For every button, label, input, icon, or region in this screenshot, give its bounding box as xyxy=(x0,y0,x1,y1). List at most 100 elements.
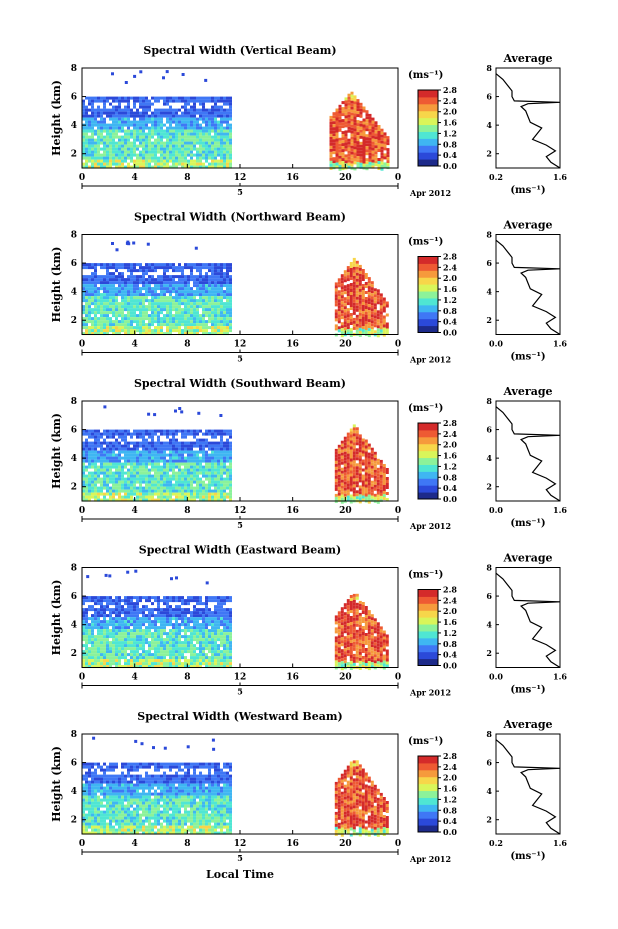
heatmap-cell xyxy=(367,322,371,326)
heatmap-cell xyxy=(103,498,106,502)
heatmap-cell xyxy=(157,320,160,324)
heatmap-cell xyxy=(358,321,362,325)
heatmap-cell xyxy=(166,332,169,336)
heatmap-cell xyxy=(106,599,109,603)
heatmap-cell xyxy=(118,486,121,490)
heatmap-cell xyxy=(106,150,109,154)
heatmap-cell xyxy=(364,490,368,494)
heatmap-cell xyxy=(365,125,369,129)
heatmap-cell xyxy=(115,632,118,636)
heatmap-cell xyxy=(187,165,190,169)
heatmap-cell xyxy=(127,596,130,600)
heatmap-cell xyxy=(367,304,371,308)
heatmap-cell xyxy=(184,296,187,300)
heatmap-cell xyxy=(88,311,91,315)
heatmap-cell xyxy=(214,135,217,139)
heatmap-cell xyxy=(109,138,112,142)
heatmap-cell xyxy=(355,290,359,294)
heatmap-cell xyxy=(148,108,151,112)
heatmap-cell xyxy=(371,123,375,127)
heatmap-cell xyxy=(109,599,112,603)
heatmap-cell xyxy=(136,456,139,460)
heatmap-cell xyxy=(82,117,85,121)
heatmap-cell xyxy=(106,308,109,312)
heatmap-cell xyxy=(109,662,112,666)
heatmap-cell xyxy=(190,108,193,112)
heatmap-cell xyxy=(356,159,360,163)
heatmap-cell xyxy=(208,114,211,118)
heatmap-cell xyxy=(220,477,223,481)
heatmap-cell xyxy=(88,626,91,630)
heatmap-cell xyxy=(148,263,151,267)
heatmap-cell xyxy=(157,453,160,457)
heatmap-cell xyxy=(358,300,362,304)
heatmap-cell xyxy=(181,159,184,163)
heatmap-cell xyxy=(154,465,157,469)
heatmap-cell xyxy=(377,134,381,137)
heatmap-cell xyxy=(142,632,145,636)
heatmap-cell xyxy=(343,448,347,452)
heatmap-cell xyxy=(172,435,175,439)
heatmap-cell xyxy=(223,135,226,139)
heatmap-cell xyxy=(124,620,127,624)
heatmap-cell xyxy=(94,153,97,157)
heatmap-cell xyxy=(199,263,202,267)
heatmap-cell xyxy=(121,299,124,303)
heatmap-cell xyxy=(379,296,383,300)
heatmap-cell xyxy=(226,293,229,297)
heatmap-cell xyxy=(112,635,115,639)
heatmap-cell xyxy=(139,302,142,306)
heatmap-cell xyxy=(130,317,133,321)
heatmap-cell xyxy=(145,486,148,490)
heatmap-cell xyxy=(142,492,145,496)
heatmap-cell xyxy=(335,108,339,112)
heatmap-cell xyxy=(166,299,169,303)
heatmap-cell xyxy=(142,611,145,615)
heatmap-cell xyxy=(88,596,91,600)
heatmap-cell xyxy=(217,329,220,333)
heatmap-cell xyxy=(127,644,130,648)
heatmap-cell xyxy=(91,471,94,475)
heatmap-cell xyxy=(118,450,121,454)
heatmap-cell xyxy=(355,430,359,434)
heatmap-cell xyxy=(223,132,226,136)
heatmap-cell xyxy=(178,332,181,336)
heatmap-cell xyxy=(82,483,85,487)
heatmap-cell xyxy=(217,468,220,472)
heatmap-cell xyxy=(368,137,372,141)
heatmap-cell xyxy=(139,477,142,481)
heatmap-cell xyxy=(226,96,229,100)
heatmap-cell xyxy=(133,638,136,642)
heatmap-cell xyxy=(103,135,106,139)
heatmap-cell xyxy=(103,623,106,627)
heatmap-cell xyxy=(202,453,205,457)
heatmap-cell xyxy=(163,114,166,118)
heatmap-cell xyxy=(181,141,184,145)
heatmap-cell xyxy=(130,111,133,115)
heatmap-cell xyxy=(151,305,154,309)
heatmap-cell xyxy=(139,266,142,270)
heatmap-cell xyxy=(193,102,196,106)
colorbar-swatch xyxy=(418,471,438,479)
heatmap-cell xyxy=(202,492,205,496)
heatmap-cells xyxy=(82,240,389,338)
heatmap-cell xyxy=(112,647,115,651)
heatmap-cell xyxy=(118,96,121,100)
heatmap-cell xyxy=(103,653,106,657)
heatmap-cell xyxy=(115,453,118,457)
heatmap-cell xyxy=(169,150,172,154)
heatmap-cell xyxy=(211,290,214,294)
heatmap-cell xyxy=(157,450,160,454)
heatmap-cell xyxy=(229,275,232,279)
heatmap-cell xyxy=(91,659,94,663)
heatmap-cell xyxy=(121,156,124,160)
heatmap-cell xyxy=(103,596,106,600)
heatmap-cell xyxy=(136,287,139,291)
heatmap-cell xyxy=(97,162,100,166)
heatmap-cell xyxy=(88,459,91,463)
heatmap-cell xyxy=(136,263,139,267)
heatmap-cell xyxy=(151,147,154,151)
heatmap-cell xyxy=(344,154,348,158)
heatmap-cell xyxy=(91,96,94,100)
heatmap-cell xyxy=(346,311,350,315)
